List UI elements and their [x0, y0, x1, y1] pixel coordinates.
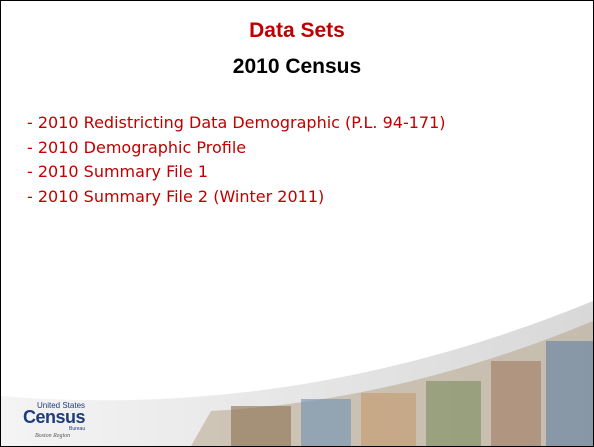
bullet-item: - 2010 Summary File 1: [27, 160, 446, 185]
slide-subtitle: 2010 Census: [1, 55, 593, 79]
bullet-item: - 2010 Redistricting Data Demographic (P…: [27, 111, 446, 136]
bullet-item: - 2010 Demographic Profile: [27, 136, 446, 161]
logo-text: Census: [23, 407, 85, 428]
bullet-item: - 2010 Summary File 2 (Winter 2011): [27, 185, 446, 210]
logo: United States Census Bureau Boston Regio…: [23, 401, 103, 441]
logo-text: Bureau: [69, 426, 85, 432]
bullet-list: - 2010 Redistricting Data Demographic (P…: [27, 111, 446, 209]
slide: Data Sets 2010 Census - 2010 Redistricti…: [0, 0, 594, 447]
logo-text: Boston Region: [35, 433, 70, 439]
slide-title: Data Sets: [1, 19, 593, 43]
